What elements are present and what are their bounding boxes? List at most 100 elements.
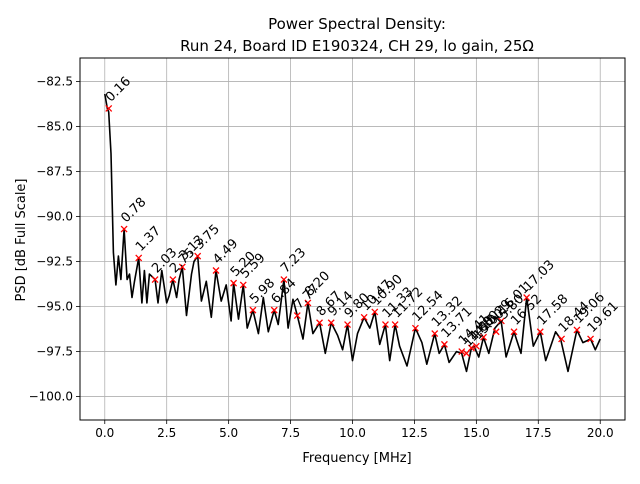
peak-marker-stroke <box>151 276 159 283</box>
x-tick-label: 12.5 <box>401 426 428 440</box>
peak-marker-stroke <box>558 335 566 343</box>
peak-marker <box>293 312 301 320</box>
y-tick-label: −100.0 <box>29 390 73 404</box>
peak-marker-stroke <box>344 321 352 329</box>
peak-marker-stroke <box>135 254 143 262</box>
peak-marker-stroke <box>212 267 220 274</box>
peak-marker <box>558 335 566 343</box>
x-axis-label: Frequency [MHz] <box>302 451 411 466</box>
peak-marker <box>360 313 368 321</box>
peak-marker <box>270 306 278 314</box>
peak-marker-stroke <box>360 313 368 321</box>
chart-title-line2: Run 24, Board ID E190324, CH 29, lo gain… <box>180 37 534 55</box>
x-tick-label: 15.0 <box>463 426 490 440</box>
peak-marker <box>497 317 505 325</box>
peak-marker <box>536 328 544 336</box>
peak-marker-stroke <box>381 321 389 329</box>
series-layer <box>104 93 601 373</box>
peak-marker-stroke <box>587 335 595 343</box>
peak-marker-stroke <box>316 319 324 327</box>
peak-marker <box>440 340 448 348</box>
x-tick-label: 20.0 <box>587 426 614 440</box>
peak-marker <box>510 328 518 336</box>
peak-marker-stroke <box>371 308 379 316</box>
peak-marker <box>458 348 466 356</box>
peak-marker <box>371 308 379 316</box>
x-tick-label: 0.0 <box>95 426 114 440</box>
peak-marker <box>178 263 186 271</box>
peak-marker <box>120 225 128 233</box>
axis-ticks: 0.0 2.5 5.0 7.5 10.0 12.5 15.0 17.5 20.0 −82.5 −85… <box>29 74 614 440</box>
peak-marker-stroke <box>472 342 480 350</box>
peak-marker-stroke <box>480 333 488 341</box>
peak-marker-stroke <box>230 279 238 287</box>
peak-marker <box>316 319 324 327</box>
y-tick-label: −85.0 <box>36 119 73 133</box>
peak-marker-stroke <box>304 299 312 307</box>
peak-marker <box>462 349 470 357</box>
peak-marker <box>327 319 335 327</box>
peak-marker-stroke <box>431 330 439 338</box>
peak-marker <box>194 252 202 260</box>
peak-marker <box>169 276 177 283</box>
peak-marker <box>239 281 247 289</box>
peak-marker-stroke <box>270 306 278 314</box>
peak-marker-stroke <box>249 306 257 314</box>
peak-markers <box>105 104 595 357</box>
x-tick-label: 17.5 <box>525 426 552 440</box>
peak-marker <box>480 333 488 341</box>
peak-marker <box>105 104 113 112</box>
peak-marker <box>391 321 399 329</box>
peak-marker-stroke <box>536 328 544 336</box>
peak-marker-stroke <box>327 319 335 327</box>
y-tick-label: −95.0 <box>36 300 73 314</box>
y-tick-label: −97.5 <box>36 345 73 359</box>
peak-marker-stroke <box>467 344 475 352</box>
y-tick-label: −92.5 <box>36 255 73 269</box>
y-tick-label: −87.5 <box>36 164 73 178</box>
peak-marker <box>411 324 419 332</box>
peak-marker <box>573 326 581 334</box>
x-tick-label: 7.5 <box>281 426 300 440</box>
peak-marker <box>523 294 531 301</box>
peak-marker-stroke <box>497 317 505 325</box>
peak-marker-stroke <box>458 348 466 356</box>
peak-marker <box>280 276 288 283</box>
x-tick-label: 2.5 <box>157 426 176 440</box>
x-tick-label: 10.0 <box>339 426 366 440</box>
peak-marker-stroke <box>194 252 202 260</box>
peak-marker-stroke <box>523 294 531 301</box>
peak-marker-stroke <box>573 326 581 334</box>
y-axis-label: PSD [dB Full Scale] <box>14 178 29 301</box>
grid <box>80 58 625 420</box>
peak-marker <box>431 330 439 338</box>
peak-marker-stroke <box>411 324 419 332</box>
peak-marker <box>249 306 257 314</box>
peak-marker <box>344 321 352 329</box>
peak-marker <box>212 267 220 274</box>
peak-marker-stroke <box>169 276 177 283</box>
x-tick-label: 5.0 <box>219 426 238 440</box>
peak-marker <box>587 335 595 343</box>
y-tick-label: −82.5 <box>36 74 73 88</box>
peak-marker-stroke <box>178 263 186 271</box>
peak-marker-stroke <box>510 328 518 336</box>
peak-marker <box>492 328 500 336</box>
peak-marker <box>151 276 159 283</box>
peak-marker-stroke <box>391 321 399 329</box>
peak-marker-stroke <box>105 104 113 112</box>
peak-marker-stroke <box>440 340 448 348</box>
chart-title-line1: Power Spectral Density: <box>268 15 446 33</box>
peak-marker-stroke <box>239 281 247 289</box>
psd-line <box>104 93 601 373</box>
peak-marker <box>472 342 480 350</box>
peak-marker <box>467 344 475 352</box>
y-tick-label: −90.0 <box>36 209 73 223</box>
peak-marker-stroke <box>293 312 301 320</box>
peak-marker-stroke <box>120 225 128 233</box>
peak-marker <box>381 321 389 329</box>
peak-marker <box>135 254 143 262</box>
peak-marker-stroke <box>492 328 500 336</box>
